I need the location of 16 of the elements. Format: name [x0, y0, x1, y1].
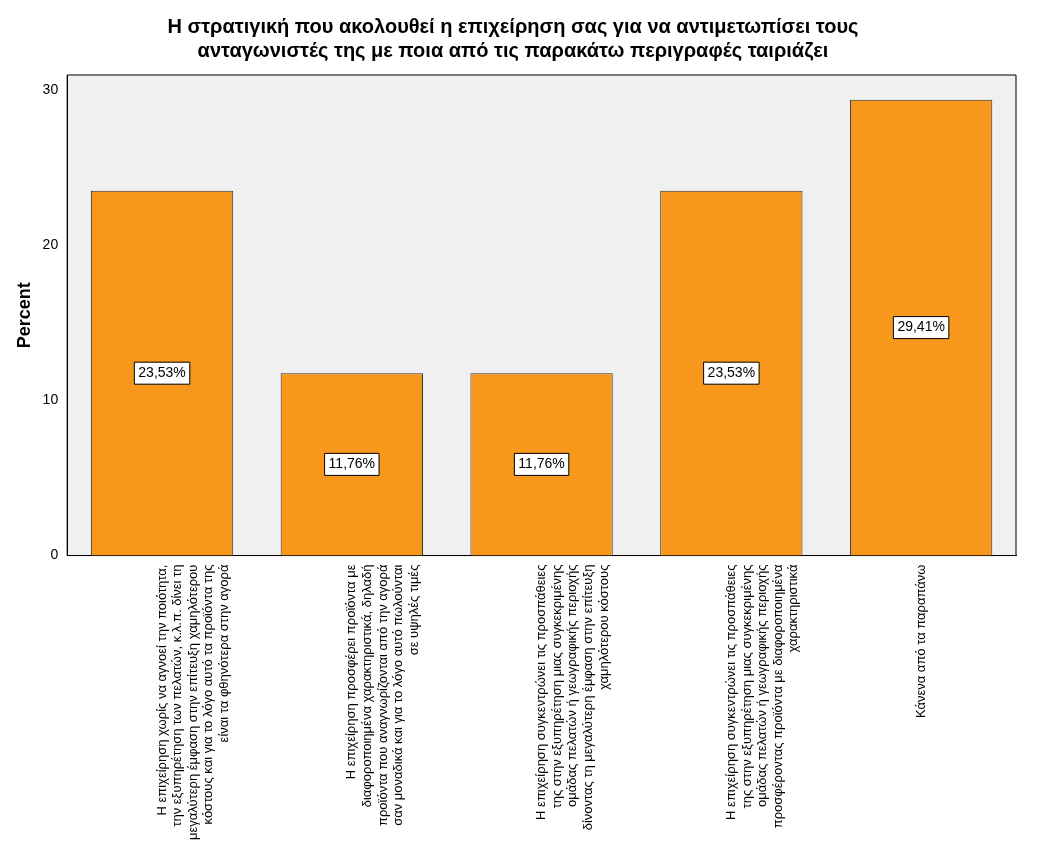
x-tick-label: Η επιχείρηση χωρίς να αγνοεί την ποιότητα, την εξυπηρέτηση των πελατών, κ.λ.π. δίνει τη μεγαλύτερη έμφαση στην επίτευξη χαμηλότερου κόστους και για το λόγο αυτό τα προϊόντα της είναι τα φθηνότερα στην αγορά	[153, 564, 232, 841]
data-label: 11,76%	[328, 455, 376, 472]
data-label: 29,41%	[897, 318, 945, 335]
data-label: 23,53%	[138, 364, 186, 381]
data-label: 11,76%	[518, 455, 565, 472]
y-tick-label: 0	[50, 546, 59, 563]
y-tick-label: 30	[42, 81, 59, 98]
x-tick-label: Κάνενα από τα παραπάνω	[912, 564, 928, 719]
x-tick-label: Η επιχείρηση προσφέρει προϊόντα με διαφοροποιημένα χαρακτηριστικά, δηλαδή προϊόντα που αναγνωρίζονται από την αγορά σαν μοναδικά και για το λόγο αυτό πωλούνται σε υψηλές τιμές	[343, 564, 421, 827]
y-axis-title: Percent	[13, 282, 34, 349]
x-tick-label: Η επιχείρηση συγκεντρώνει τις προσπάθειες της στην εξυπηρέτηση μιας συγκεκριμένης ομάδας πελατών ή γεωγραφικής περιοχής δίνοντας τη μεγαλύτερη έμφαση στην επίτευξη χαμηλότερου κόστους	[533, 564, 611, 831]
chart-title: Η στρατιγική που ακολουθεί η επιχείρηση σας για να αντιμετωπίσει τους ανταγωνιστές της με ποια από τις παρακάτω περιγραφές ταιριάζει	[167, 14, 859, 61]
y-tick-label: 10	[42, 391, 59, 408]
x-tick-label: Η επιχείρηση συγκεντρώνει τις προσπάθειες της στην εξυπηρέτηση μιας συγκεκριμένης ομάδας πελατών ή γεωγραφικής περιοχής προσφέροντας προϊόντα με διαφοροποιημένα χαρακτηριστικά	[722, 564, 801, 829]
data-label: 23,53%	[707, 364, 756, 381]
y-tick-label: 20	[42, 236, 59, 253]
